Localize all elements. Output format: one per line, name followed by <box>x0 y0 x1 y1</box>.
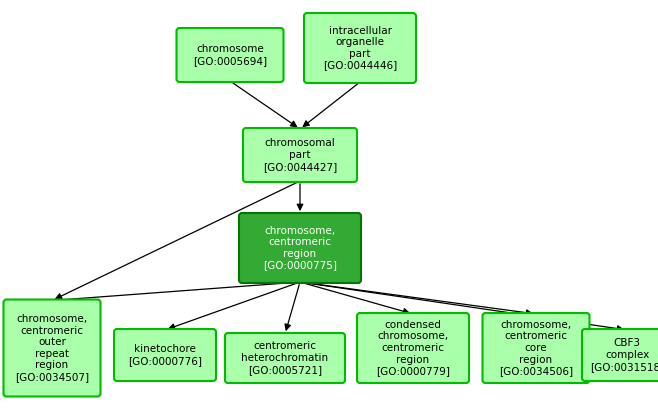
FancyBboxPatch shape <box>225 333 345 383</box>
FancyBboxPatch shape <box>482 313 590 383</box>
Text: CBF3
complex
[GO:0031518]: CBF3 complex [GO:0031518] <box>590 338 658 371</box>
Text: centromeric
heterochromatin
[GO:0005721]: centromeric heterochromatin [GO:0005721] <box>241 342 328 374</box>
Text: kinetochore
[GO:0000776]: kinetochore [GO:0000776] <box>128 344 202 366</box>
FancyBboxPatch shape <box>304 13 416 83</box>
FancyBboxPatch shape <box>176 28 284 82</box>
FancyBboxPatch shape <box>114 329 216 381</box>
FancyBboxPatch shape <box>239 213 361 283</box>
Text: chromosomal
part
[GO:0044427]: chromosomal part [GO:0044427] <box>263 139 337 171</box>
Text: chromosome,
centromeric
region
[GO:0000775]: chromosome, centromeric region [GO:00007… <box>263 225 337 270</box>
FancyBboxPatch shape <box>243 128 357 182</box>
Text: intracellular
organelle
part
[GO:0044446]: intracellular organelle part [GO:0044446… <box>323 26 397 70</box>
Text: condensed
chromosome,
centromeric
region
[GO:0000779]: condensed chromosome, centromeric region… <box>376 320 450 376</box>
FancyBboxPatch shape <box>357 313 469 383</box>
FancyBboxPatch shape <box>582 329 658 381</box>
Text: chromosome
[GO:0005694]: chromosome [GO:0005694] <box>193 44 267 66</box>
Text: chromosome,
centromeric
outer
repeat
region
[GO:0034507]: chromosome, centromeric outer repeat reg… <box>15 314 89 382</box>
FancyBboxPatch shape <box>3 300 101 396</box>
Text: chromosome,
centromeric
core
region
[GO:0034506]: chromosome, centromeric core region [GO:… <box>499 320 573 376</box>
